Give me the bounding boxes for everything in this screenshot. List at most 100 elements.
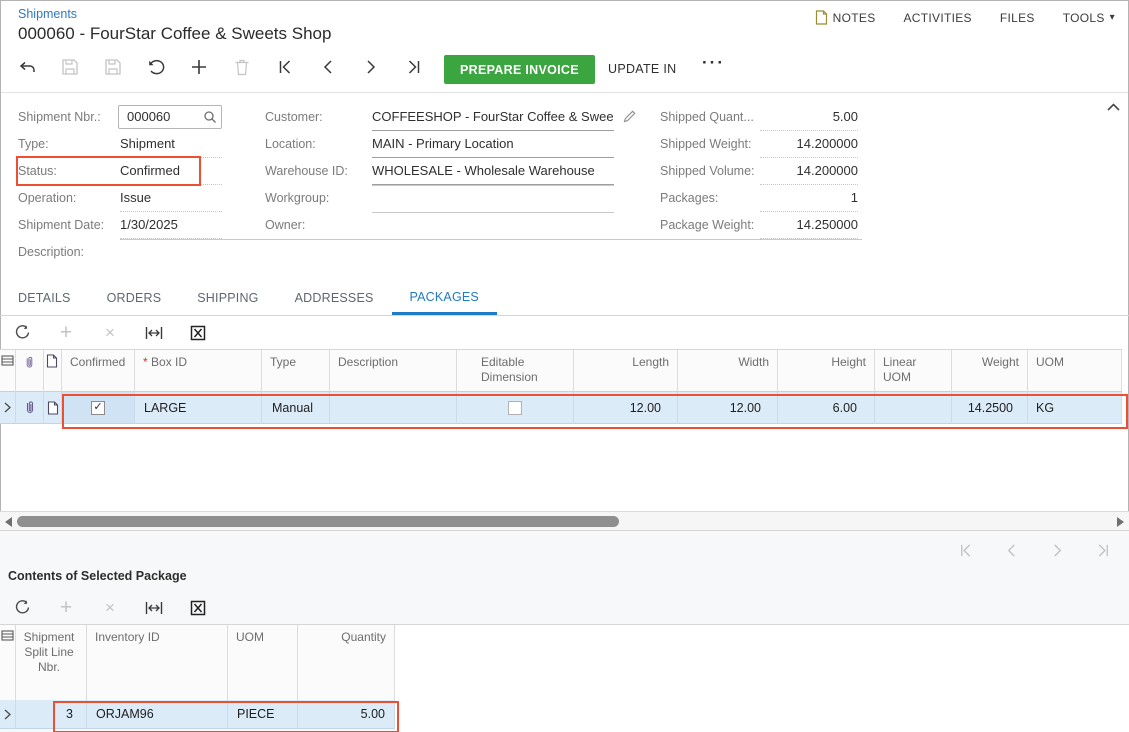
undo-button[interactable] [145, 55, 167, 79]
scroll-left-arrow[interactable] [5, 517, 12, 527]
cell-quantity[interactable]: 5.00 [298, 700, 395, 729]
contents-pager [955, 540, 1113, 560]
magnifier-icon[interactable] [203, 110, 217, 124]
tab-details[interactable]: DETAILS [18, 291, 71, 305]
col-box-id[interactable]: * Box ID [135, 350, 262, 392]
cell-type[interactable]: Manual [262, 392, 330, 424]
horizontal-scrollbar[interactable] [0, 511, 1129, 531]
shipment-nbr-input[interactable]: 000060 [118, 105, 222, 129]
last-record-button[interactable] [403, 55, 425, 79]
tools-menu-button[interactable]: TOOLS ▾ [1062, 10, 1115, 25]
activities-button[interactable]: ACTIVITIES [903, 10, 972, 25]
shipped-volume-label: Shipped Volume: [660, 164, 755, 178]
update-in-button[interactable]: UPDATE IN [608, 62, 677, 76]
col-uom[interactable]: UOM [1028, 350, 1122, 392]
tab-packages[interactable]: PACKAGES [391, 283, 497, 315]
grid-settings-icon[interactable] [0, 350, 16, 392]
export-excel-icon[interactable] [188, 323, 208, 343]
cell-uom[interactable]: PIECE [228, 700, 298, 729]
cell-length[interactable]: 12.00 [574, 392, 678, 424]
cell-inventory-id[interactable]: ORJAM96 [87, 700, 228, 729]
col-length[interactable]: Length [574, 350, 678, 392]
location-value[interactable]: MAIN - Primary Location [372, 131, 614, 158]
col-inventory-id[interactable]: Inventory ID [87, 625, 228, 701]
operation-value[interactable]: Issue [120, 185, 222, 212]
type-value[interactable]: Shipment [120, 131, 222, 158]
row-paperclip-icon[interactable] [16, 392, 44, 424]
pager-last-icon[interactable] [1093, 540, 1113, 560]
shipment-date-value[interactable]: 1/30/2025 [120, 212, 222, 239]
row-note-icon[interactable] [44, 392, 62, 424]
breadcrumb[interactable]: Shipments [18, 7, 78, 21]
confirmed-checkbox[interactable] [91, 400, 105, 415]
col-description[interactable]: Description [330, 350, 457, 392]
pager-prev-icon[interactable] [1001, 540, 1021, 560]
fit-width-icon[interactable] [144, 598, 164, 618]
col-confirmed[interactable]: Confirmed [62, 350, 135, 392]
cell-box-id[interactable]: LARGE [135, 392, 262, 424]
workgroup-label: Workgroup: [265, 191, 330, 205]
cell-editable-dimension[interactable] [457, 392, 574, 424]
refresh-icon[interactable] [12, 598, 32, 618]
cell-width[interactable]: 12.00 [678, 392, 778, 424]
paperclip-column-icon[interactable] [16, 350, 44, 392]
status-value[interactable]: Confirmed [120, 158, 222, 185]
package-row[interactable]: LARGE Manual 12.00 12.00 6.00 14.2500 KG [0, 392, 1122, 424]
refresh-icon[interactable] [12, 323, 32, 343]
notes-button[interactable]: NOTES [815, 10, 876, 25]
cell-linear-uom[interactable] [875, 392, 952, 424]
contents-panel: Contents of Selected Package + × Shipmen… [0, 531, 1129, 732]
workgroup-value[interactable] [372, 185, 614, 186]
contents-row[interactable]: 3 ORJAM96 PIECE 5.00 [0, 700, 395, 729]
description-value[interactable] [120, 239, 862, 240]
scrollbar-thumb[interactable] [17, 516, 619, 527]
cell-weight[interactable]: 14.2500 [952, 392, 1028, 424]
shipped-qty-value: 5.00 [760, 104, 858, 131]
add-button[interactable] [188, 55, 210, 79]
next-record-button[interactable] [360, 55, 382, 79]
description-label: Description: [18, 245, 84, 259]
col-uom[interactable]: UOM [228, 625, 298, 701]
prev-record-button[interactable] [317, 55, 339, 79]
first-record-button[interactable] [274, 55, 296, 79]
tab-addresses[interactable]: ADDRESSES [294, 291, 374, 305]
cell-uom[interactable]: KG [1028, 392, 1122, 424]
editable-dimension-checkbox[interactable] [508, 400, 522, 415]
col-editable-dimension[interactable]: Editable Dimension [457, 350, 574, 392]
tab-shipping[interactable]: SHIPPING [197, 291, 259, 305]
cell-confirmed[interactable] [62, 392, 135, 424]
owner-value[interactable] [372, 212, 614, 213]
col-split-line[interactable]: Shipment Split Line Nbr. [16, 625, 87, 701]
col-height[interactable]: Height [778, 350, 875, 392]
col-weight[interactable]: Weight [952, 350, 1028, 392]
grid-settings-icon[interactable] [0, 625, 16, 701]
collapse-panel-icon[interactable] [1106, 101, 1121, 113]
pager-next-icon[interactable] [1047, 540, 1067, 560]
col-linear-uom[interactable]: Linear UOM [875, 350, 952, 392]
customer-value[interactable]: COFFEESHOP - FourStar Coffee & Swee [372, 104, 614, 131]
cell-height[interactable]: 6.00 [778, 392, 875, 424]
more-actions-button[interactable]: ··· [702, 53, 725, 72]
note-column-icon[interactable] [44, 350, 62, 392]
col-type[interactable]: Type [262, 350, 330, 392]
row-selector-icon[interactable] [0, 392, 16, 424]
cell-split-line[interactable]: 3 [16, 700, 87, 729]
col-quantity[interactable]: Quantity [298, 625, 395, 701]
row-selector-icon[interactable] [0, 700, 16, 729]
delete-row-icon: × [105, 597, 115, 617]
export-excel-icon[interactable] [188, 598, 208, 618]
warehouse-value[interactable]: WHOLESALE - Wholesale Warehouse [372, 158, 614, 185]
col-width[interactable]: Width [678, 350, 778, 392]
cell-description[interactable] [330, 392, 457, 424]
pencil-icon[interactable] [622, 109, 637, 124]
fit-width-icon[interactable] [144, 323, 164, 343]
contents-grid-header: Shipment Split Line Nbr. Inventory ID UO… [0, 624, 395, 701]
location-label: Location: [265, 137, 316, 151]
type-label: Type: [18, 137, 49, 151]
files-button[interactable]: FILES [999, 10, 1035, 25]
scroll-right-arrow[interactable] [1117, 517, 1124, 527]
prepare-invoice-button[interactable]: PREPARE INVOICE [444, 55, 595, 84]
pager-first-icon[interactable] [955, 540, 975, 560]
tab-orders[interactable]: ORDERS [106, 291, 162, 305]
back-button[interactable] [16, 55, 38, 79]
